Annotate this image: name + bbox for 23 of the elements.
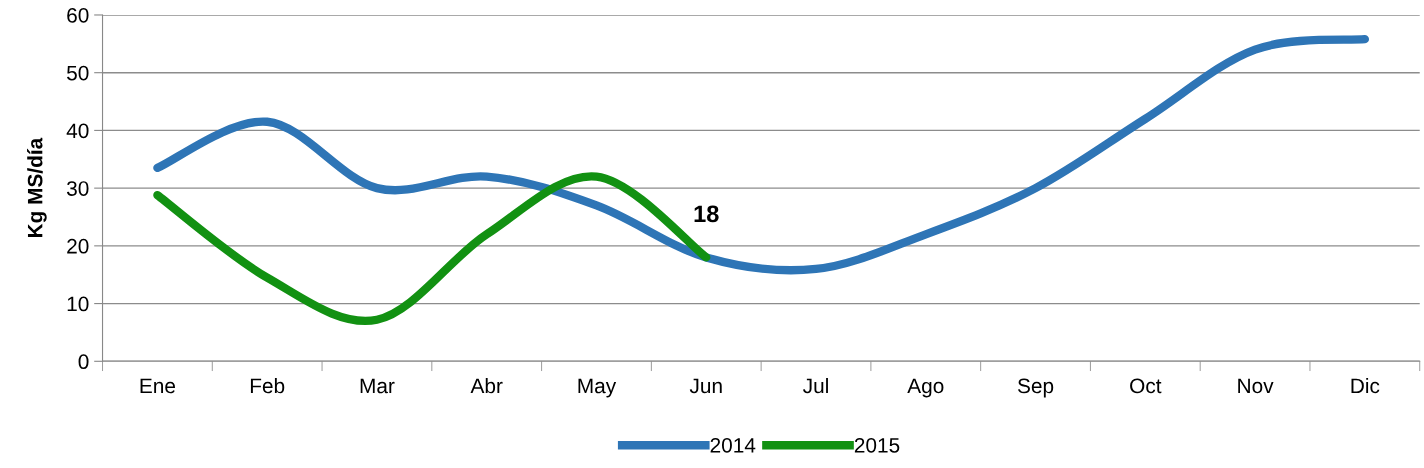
x-tick-label: May (578, 378, 617, 398)
legend-label: 2014 (710, 437, 756, 453)
y-tick-label: 40 (66, 123, 89, 139)
x-tick-label: Oct (1130, 378, 1162, 394)
y-tick-label: 50 (67, 65, 89, 81)
x-tick-label: Abr (470, 377, 503, 394)
x-tick-label: Jun (689, 378, 722, 394)
x-tick-label: Jul (803, 377, 828, 394)
x-tick-label: Feb (250, 377, 285, 394)
x-tick-label: Mar (360, 378, 395, 394)
legend-label: 2015 (854, 437, 900, 453)
y-tick-label: 10 (67, 296, 89, 312)
x-tick-label: Dic (1351, 377, 1380, 394)
data-label: 18 (694, 205, 719, 223)
y-tick-label: 30 (66, 181, 89, 196)
x-tick-label: Ago (907, 378, 944, 398)
x-tick-label: Sep (1017, 378, 1054, 398)
y-tick-label: 60 (67, 7, 89, 23)
y-tick-label: 20 (67, 238, 89, 254)
x-tick-label: Ene (140, 378, 176, 394)
x-tick-label: Nov (1238, 378, 1274, 394)
y-axis-title: Kg MS/día (27, 137, 47, 238)
y-tick-label: 0 (78, 354, 89, 370)
